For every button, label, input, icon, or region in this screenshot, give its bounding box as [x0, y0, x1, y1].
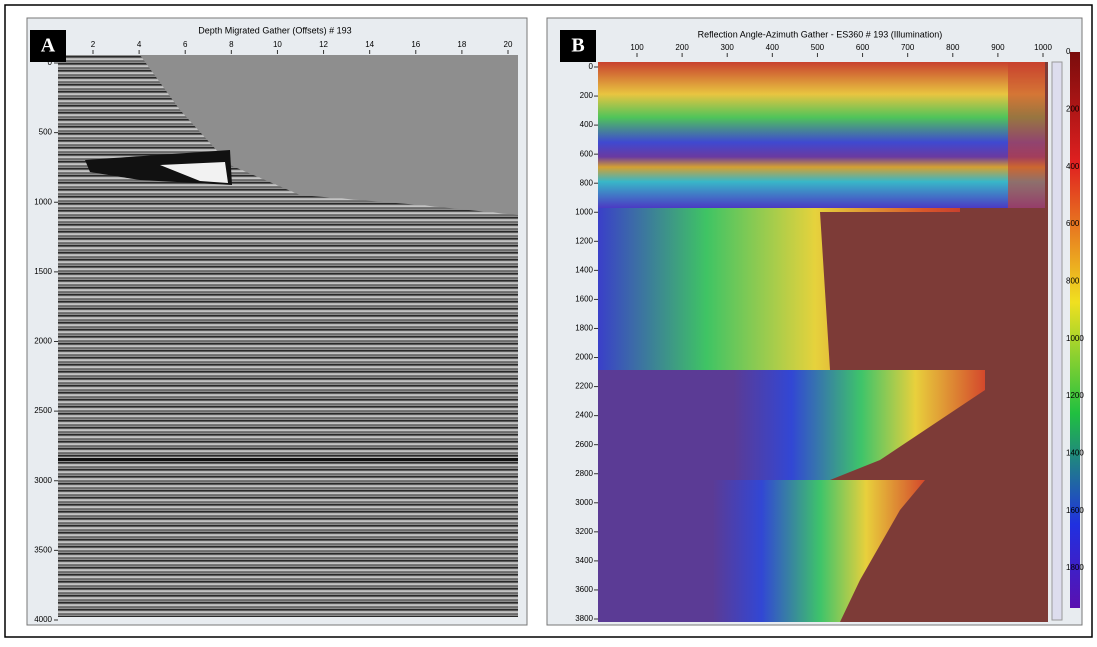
top-tick-label: 800	[946, 43, 960, 52]
left-tick-label: 800	[580, 178, 594, 187]
top-tick-label: 100	[630, 43, 644, 52]
colorbar-tick-label: 1400	[1066, 448, 1084, 457]
top-tick-label: 20	[504, 40, 513, 49]
outer-border	[4, 4, 1093, 638]
colorbar-tick-label: 1800	[1066, 563, 1084, 572]
colorbar-tick-label: 200	[1066, 104, 1080, 113]
left-tick-label: 1000	[34, 197, 52, 206]
colorbar-tick-label: 800	[1066, 276, 1080, 285]
left-tick-label: 4000	[34, 615, 52, 624]
left-tick-label: 3600	[575, 585, 593, 594]
left-tick-label: 2000	[575, 353, 593, 362]
top-tick-label: 600	[856, 43, 870, 52]
panel-title: Reflection Angle-Azimuth Gather - ES360 …	[698, 29, 943, 39]
top-tick-label: 2	[91, 40, 96, 49]
illumination-band	[598, 208, 960, 370]
illumination-band	[598, 480, 925, 622]
left-tick-label: 1400	[575, 265, 593, 274]
panel-label: B	[571, 35, 584, 57]
left-tick-label: 0	[48, 58, 53, 67]
left-tick-label: 1500	[34, 267, 52, 276]
top-tick-label: 300	[721, 43, 735, 52]
left-tick-label: 3200	[575, 527, 593, 536]
colorbar-tick-label: 1000	[1066, 334, 1084, 343]
scrollbar[interactable]	[1051, 61, 1063, 621]
top-tick-label: 900	[991, 43, 1005, 52]
panel-badge	[560, 30, 596, 62]
left-tick-label: 2600	[575, 440, 593, 449]
left-tick-label: 500	[39, 128, 53, 137]
top-tick-label: 10	[273, 40, 282, 49]
top-tick-label: 700	[901, 43, 915, 52]
left-tick-label: 2400	[575, 411, 593, 420]
panel-title: Depth Migrated Gather (Offsets) # 193	[198, 25, 351, 35]
left-tick-label: 2200	[575, 382, 593, 391]
colorbar	[1070, 52, 1080, 608]
left-tick-label: 0	[589, 62, 594, 71]
left-tick-label: 1600	[575, 295, 593, 304]
left-tick-label: 1000	[575, 207, 593, 216]
left-tick-label: 1200	[575, 236, 593, 245]
top-tick-label: 200	[675, 43, 689, 52]
panel-badge	[30, 30, 66, 62]
left-tick-label: 3000	[575, 498, 593, 507]
left-tick-label: 3800	[575, 614, 593, 623]
reflector	[58, 458, 518, 461]
colorbar-tick-label: 1600	[1066, 506, 1084, 515]
left-tick-label: 2500	[34, 406, 52, 415]
left-tick-label: 3500	[34, 545, 52, 554]
illumination-band	[598, 62, 1045, 208]
illumination-band	[1008, 62, 1045, 208]
left-tick-label: 2800	[575, 469, 593, 478]
top-tick-label: 18	[457, 40, 466, 49]
top-tick-label: 1000	[1034, 43, 1052, 52]
left-tick-label: 3000	[34, 476, 52, 485]
left-tick-label: 600	[580, 149, 594, 158]
top-tick-label: 400	[766, 43, 780, 52]
top-tick-label: 6	[183, 40, 188, 49]
top-tick-label: 500	[811, 43, 825, 52]
illumination-band	[598, 370, 985, 480]
top-tick-label: 4	[137, 40, 142, 49]
left-tick-label: 1800	[575, 324, 593, 333]
left-tick-label: 2000	[34, 337, 52, 346]
panel-label: A	[41, 35, 56, 57]
left-tick-label: 3400	[575, 556, 593, 565]
colorbar-tick-label: 600	[1066, 219, 1080, 228]
colorbar-tick-label: 0	[1066, 47, 1071, 56]
colorbar-tick-label: 400	[1066, 162, 1080, 171]
top-tick-label: 14	[365, 40, 374, 49]
shadow-zone	[140, 55, 518, 215]
top-tick-label: 12	[319, 40, 328, 49]
reflector	[160, 162, 228, 183]
left-tick-label: 400	[580, 120, 594, 129]
top-tick-label: 16	[411, 40, 420, 49]
colorbar-tick-label: 1200	[1066, 391, 1084, 400]
top-tick-label: 8	[229, 40, 234, 49]
left-tick-label: 200	[580, 91, 594, 100]
